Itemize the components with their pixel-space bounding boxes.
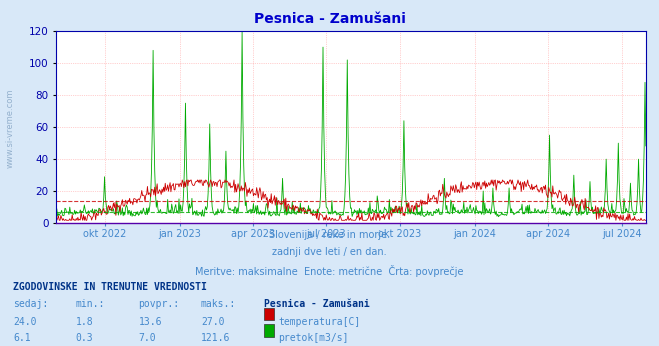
Text: www.si-vreme.com: www.si-vreme.com <box>5 88 14 168</box>
Text: 24.0: 24.0 <box>13 317 37 327</box>
Text: zadnji dve leti / en dan.: zadnji dve leti / en dan. <box>272 247 387 257</box>
Text: 13.6: 13.6 <box>138 317 162 327</box>
Text: maks.:: maks.: <box>201 299 236 309</box>
Text: Slovenija / reke in morje.: Slovenija / reke in morje. <box>269 230 390 240</box>
Text: temperatura[C]: temperatura[C] <box>278 317 360 327</box>
Text: Pesnica - Zamušani: Pesnica - Zamušani <box>254 12 405 26</box>
Text: 121.6: 121.6 <box>201 333 231 343</box>
Text: povpr.:: povpr.: <box>138 299 179 309</box>
Text: sedaj:: sedaj: <box>13 299 48 309</box>
Text: min.:: min.: <box>76 299 105 309</box>
Text: Meritve: maksimalne  Enote: metrične  Črta: povprečje: Meritve: maksimalne Enote: metrične Črta… <box>195 265 464 277</box>
Text: 6.1: 6.1 <box>13 333 31 343</box>
Text: pretok[m3/s]: pretok[m3/s] <box>278 333 349 343</box>
Text: 27.0: 27.0 <box>201 317 225 327</box>
Text: Pesnica - Zamušani: Pesnica - Zamušani <box>264 299 369 309</box>
Text: 0.3: 0.3 <box>76 333 94 343</box>
Text: 7.0: 7.0 <box>138 333 156 343</box>
Text: 1.8: 1.8 <box>76 317 94 327</box>
Text: ZGODOVINSKE IN TRENUTNE VREDNOSTI: ZGODOVINSKE IN TRENUTNE VREDNOSTI <box>13 282 207 292</box>
